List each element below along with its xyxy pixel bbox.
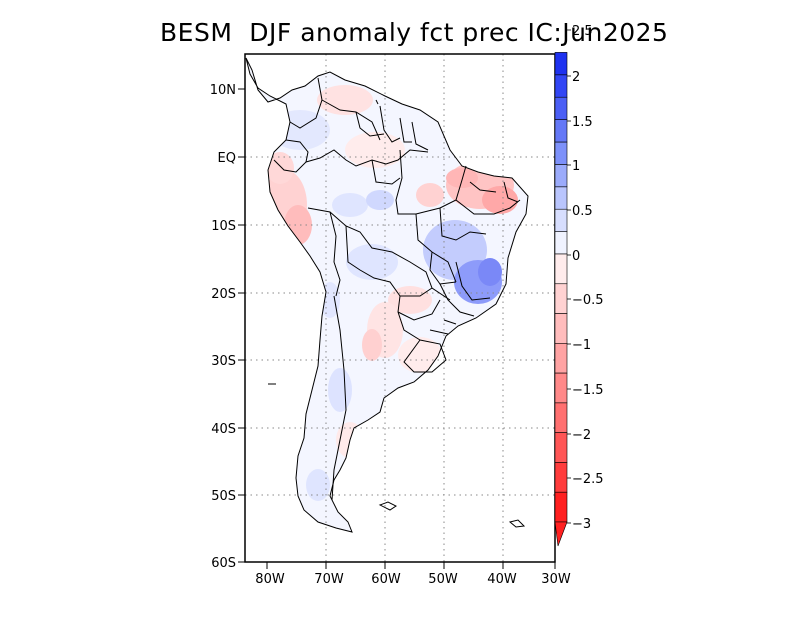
colorbar-label: −0.5	[572, 293, 604, 308]
plot-title: BESM DJF anomaly fct prec IC:Jun2025	[160, 18, 669, 47]
colorbar-box-negative	[554, 491, 568, 523]
colorbar-box-positive	[554, 74, 568, 98]
lon-label: 50W	[428, 572, 458, 587]
colorbar-label: 2	[572, 70, 580, 85]
lon-axis	[266, 562, 556, 569]
coastlines-borders	[245, 57, 529, 533]
gridlines	[245, 54, 555, 562]
lon-label: 70W	[314, 572, 344, 587]
lon-labels: 80W 70W 60W 50W 40W 30W	[255, 572, 571, 587]
colorbar-box-positive	[554, 96, 568, 120]
lat-label: 40S	[211, 422, 236, 437]
colorbar-label: 1	[572, 159, 580, 174]
colorbar-label: −2.5	[572, 472, 604, 487]
colorbar-box-negative	[554, 372, 568, 404]
colorbar-box-negative	[554, 283, 568, 314]
colorbar-label: 2.5	[572, 24, 593, 39]
lat-label: 20S	[211, 287, 236, 302]
colorbar-label: −2	[572, 428, 591, 443]
colorbar-box-negative	[554, 253, 568, 285]
colorbar-label: −1	[572, 338, 591, 353]
colorbar-box-negative	[554, 313, 568, 344]
lon-label: 40W	[487, 572, 517, 587]
colorbar-box-negative	[554, 432, 568, 463]
lat-labels: 10N EQ 10S 20S 30S 40S 50S 60S	[210, 83, 236, 571]
colorbar: 2.5 2 1.5 1 0.5 0 −0.5 −1 −1.5 −2 −2.5 −3	[554, 24, 604, 547]
colorbar-box-positive	[554, 208, 568, 232]
lat-label: EQ	[218, 151, 236, 166]
lat-label: 50S	[211, 489, 236, 504]
colorbar-box-positive	[554, 164, 568, 188]
colorbar-box-positive	[554, 141, 568, 165]
lat-label: 10N	[210, 83, 236, 98]
lat-label: 10S	[211, 219, 236, 234]
colorbar-label: 0.5	[572, 204, 593, 219]
colorbar-label: 0	[572, 249, 580, 264]
lon-label: 30W	[541, 572, 571, 587]
colorbar-box-positive	[554, 231, 568, 255]
lon-label: 60W	[371, 572, 401, 587]
colorbar-box-positive	[554, 186, 568, 210]
lat-label: 60S	[211, 556, 236, 571]
colorbar-box-negative	[554, 343, 568, 374]
colorbar-extension-triangle	[554, 521, 568, 547]
anomaly-shading	[246, 58, 528, 532]
colorbar-label: −3	[572, 517, 591, 532]
colorbar-box-negative	[554, 402, 568, 433]
lat-axis	[238, 88, 245, 563]
lon-label: 80W	[255, 572, 285, 587]
colorbar-box-negative	[554, 462, 568, 493]
colorbar-label: 1.5	[572, 115, 593, 130]
islands	[268, 99, 526, 528]
colorbar-label: −1.5	[572, 383, 604, 398]
colorbar-box-positive	[554, 119, 568, 143]
lat-label: 30S	[211, 354, 236, 369]
colorbar-box-positive	[554, 52, 568, 76]
